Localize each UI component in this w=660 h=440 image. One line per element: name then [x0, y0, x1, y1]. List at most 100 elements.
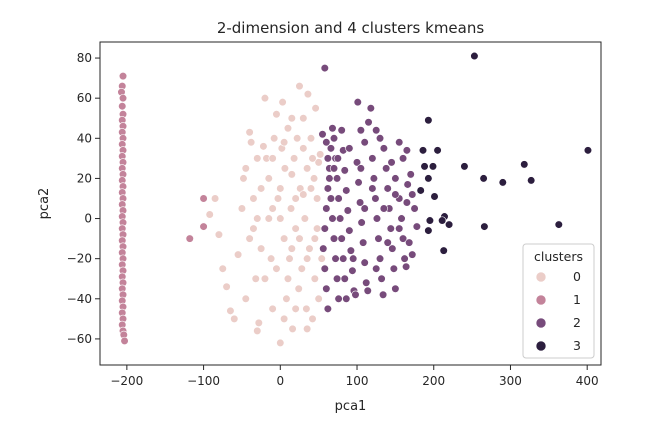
cluster-0-point	[260, 94, 270, 103]
cluster-2-point	[354, 178, 363, 187]
cluster-2-point	[403, 180, 412, 189]
cluster-0-point	[309, 174, 319, 183]
cluster-3-point	[420, 162, 429, 171]
cluster-0-point	[268, 304, 277, 313]
cluster-0-point	[245, 234, 254, 243]
cluster-3-point	[425, 216, 435, 225]
cluster-2-point	[368, 184, 377, 193]
cluster-0-point	[226, 306, 235, 315]
cluster-0-point	[210, 194, 220, 203]
cluster-0-point	[303, 324, 312, 333]
cluster-0-point	[205, 210, 214, 219]
cluster-2-point	[359, 238, 368, 247]
cluster-0-point	[266, 254, 276, 263]
cluster-3-point	[554, 220, 563, 229]
cluster-0-point	[257, 184, 266, 193]
cluster-0-point	[276, 184, 285, 193]
cluster-2-point	[339, 254, 348, 263]
cluster-0-point	[287, 170, 296, 179]
cluster-0-point	[282, 294, 291, 303]
cluster-0-point	[272, 110, 281, 119]
legend: clusters 0 1 2 3	[522, 243, 595, 359]
cluster-2-point	[331, 254, 340, 263]
x-tick-label: 300	[499, 374, 522, 388]
y-tick-label: 0	[84, 212, 92, 226]
cluster-2-point	[334, 294, 343, 303]
cluster-0-point	[218, 264, 227, 273]
cluster-0-point	[310, 234, 319, 243]
cluster-2-point	[364, 118, 373, 127]
cluster-3-point	[527, 176, 536, 185]
cluster-2-point	[320, 264, 329, 273]
cluster-2-point	[328, 124, 337, 133]
cluster-0-point	[280, 314, 289, 323]
cluster-3-point	[479, 174, 488, 183]
cluster-2-point	[360, 204, 369, 213]
cluster-2-point	[402, 262, 411, 271]
cluster-1-point	[118, 102, 127, 111]
cluster-0-point	[245, 128, 254, 137]
cluster-0-point	[303, 90, 313, 99]
cluster-2-point	[369, 174, 379, 183]
cluster-0-point	[306, 184, 316, 193]
cluster-0-point	[295, 82, 304, 91]
cluster-2-point	[322, 204, 331, 213]
cluster-3-point	[433, 146, 442, 155]
cluster-0-point	[280, 234, 289, 243]
cluster-3-point	[430, 192, 439, 201]
x-axis-label: pca1	[335, 399, 367, 414]
cluster-2-point	[398, 154, 408, 163]
cluster-0-point	[311, 104, 320, 113]
cluster-2-point	[382, 164, 391, 173]
legend-label-2: 2	[573, 315, 581, 330]
cluster-0-point	[317, 254, 326, 263]
cluster-2-point	[391, 284, 400, 293]
cluster-2-point	[410, 204, 419, 213]
legend-label-1: 1	[573, 292, 581, 307]
x-tick-label: 400	[576, 374, 599, 388]
cluster-2-point	[351, 290, 360, 299]
cluster-2-point	[329, 234, 339, 243]
cluster-2-point	[368, 154, 377, 163]
cluster-2-point	[336, 214, 345, 223]
cluster-3-point	[424, 174, 433, 183]
cluster-3-point	[444, 220, 454, 229]
cluster-2-point	[362, 278, 371, 287]
cluster-2-point	[383, 238, 392, 247]
y-tick-label: −60	[67, 332, 92, 346]
cluster-3-point	[498, 178, 507, 187]
cluster-0-point	[299, 144, 308, 153]
cluster-2-point	[372, 214, 382, 223]
cluster-0-point	[283, 124, 293, 133]
cluster-0-point	[268, 204, 277, 213]
cluster-2-point	[346, 246, 355, 255]
chart-title: 2-dimension and 4 clusters kmeans	[217, 19, 485, 37]
cluster-0-point	[253, 154, 262, 163]
cluster-2-point	[332, 274, 342, 283]
cluster-2-point	[328, 214, 337, 223]
cluster-0-point	[222, 282, 231, 291]
cluster-0-point	[260, 274, 270, 283]
cluster-0-point	[302, 304, 311, 313]
cluster-0-point	[310, 274, 319, 283]
y-tick-label: 60	[77, 91, 92, 105]
cluster-0-point	[303, 164, 312, 173]
cluster-0-point	[297, 264, 306, 273]
cluster-2-point	[398, 234, 408, 243]
cluster-2-point	[397, 214, 406, 223]
cluster-2-point	[408, 190, 417, 199]
cluster-2-point	[408, 250, 417, 259]
cluster-2-point	[357, 218, 366, 227]
cluster-0-point	[254, 318, 263, 327]
cluster-0-point	[308, 314, 317, 323]
cluster-2-point	[333, 154, 342, 163]
cluster-0-point	[288, 324, 297, 333]
cluster-2-point	[352, 158, 362, 167]
cluster-2-point	[337, 126, 346, 135]
cluster-2-point	[386, 224, 395, 233]
cluster-2-point	[360, 138, 369, 147]
cluster-0-point	[308, 154, 317, 163]
cluster-0-point	[303, 254, 312, 263]
